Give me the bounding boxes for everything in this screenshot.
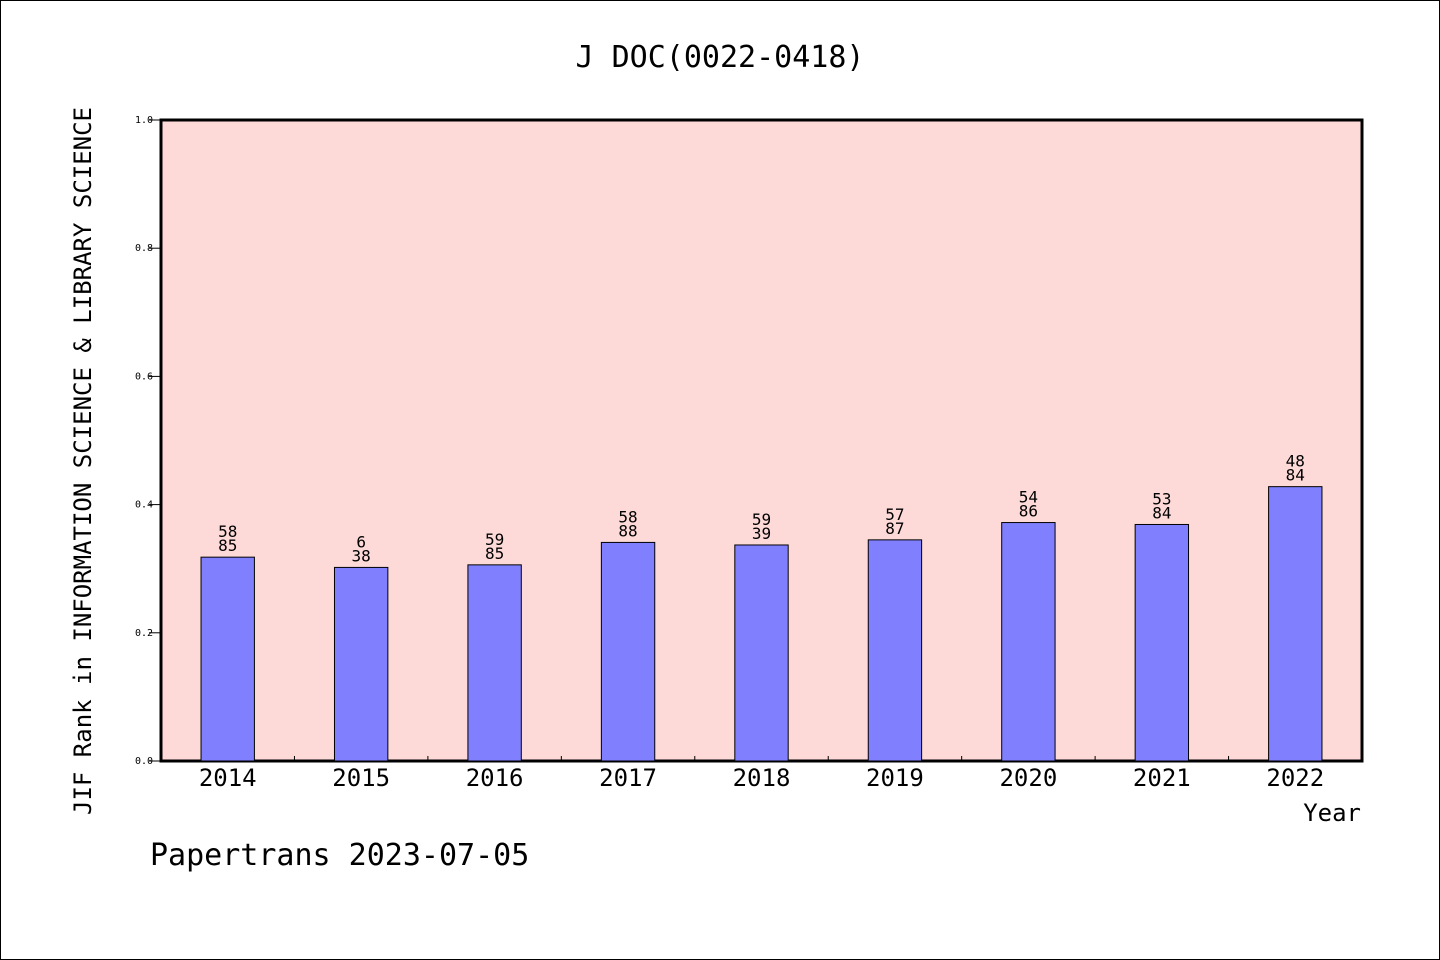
bar-2014	[200, 556, 255, 762]
bar-label-bottom-2021: 84	[1152, 503, 1171, 522]
footer-watermark: Papertrans 2023-07-05	[150, 838, 529, 873]
bar-2017	[600, 541, 656, 762]
bar-2021	[1134, 523, 1190, 762]
bar-label-top-2021: 53	[1152, 489, 1171, 508]
bar-2020	[1001, 522, 1056, 762]
y-tick-label-0.2: 0.2	[135, 628, 153, 639]
bar-label-top-2015: 6	[356, 532, 366, 551]
x-tick-label-2018: 2018	[733, 764, 791, 792]
x-tick-label-2016: 2016	[466, 764, 524, 792]
bar-2018	[734, 544, 789, 762]
bar-2016	[467, 564, 522, 762]
bar-label-bottom-2017: 88	[618, 521, 637, 540]
bar-label-top-2020: 54	[1019, 488, 1038, 507]
bar-label-bottom-2014: 85	[218, 536, 237, 555]
x-tick-label-2022: 2022	[1266, 764, 1324, 792]
y-tick-label-0.8: 0.8	[135, 243, 153, 254]
x-tick-label-2020: 2020	[999, 764, 1057, 792]
bar-label-top-2017: 58	[618, 507, 637, 526]
bar-label-bottom-2015: 38	[352, 546, 371, 565]
y-axis-label: JIF Rank in INFORMATION SCIENCE & LIBRAR…	[69, 107, 97, 815]
x-tick-label-2021: 2021	[1133, 764, 1191, 792]
x-axis-label: Year	[1303, 799, 1361, 827]
bar-label-bottom-2018: 39	[752, 524, 771, 543]
bar-2019	[867, 539, 923, 762]
y-tick-label-1.0: 1.0	[135, 115, 153, 126]
x-tick-label-2017: 2017	[599, 764, 657, 792]
bar-label-top-2014: 58	[218, 522, 237, 541]
y-tick-label-0.6: 0.6	[135, 371, 153, 382]
bar-label-top-2019: 57	[885, 505, 904, 524]
bar-2015	[333, 566, 389, 762]
bar-label-top-2022: 48	[1286, 452, 1305, 471]
ticks-layer: 2014 2015 2016 2017 2018 2019 2020 2021 2022 0.0 0…	[135, 115, 1324, 792]
x-tick-label-2019: 2019	[866, 764, 924, 792]
chart-title: J DOC(0022-0418)	[576, 40, 865, 75]
bar-label-bottom-2016: 85	[485, 544, 504, 563]
bar-label-top-2018: 59	[752, 510, 771, 529]
bar-label-bottom-2022: 84	[1286, 466, 1305, 485]
y-tick-label-0.0: 0.0	[135, 756, 153, 767]
bar-label-bottom-2019: 87	[885, 519, 904, 538]
bar-label-bottom-2020: 86	[1019, 502, 1038, 521]
y-tick-label-0.4: 0.4	[135, 500, 153, 511]
bar-label-top-2016: 59	[485, 530, 504, 549]
x-tick-label-2015: 2015	[332, 764, 390, 792]
bar-2022	[1268, 486, 1323, 762]
x-tick-label-2014: 2014	[199, 764, 257, 792]
